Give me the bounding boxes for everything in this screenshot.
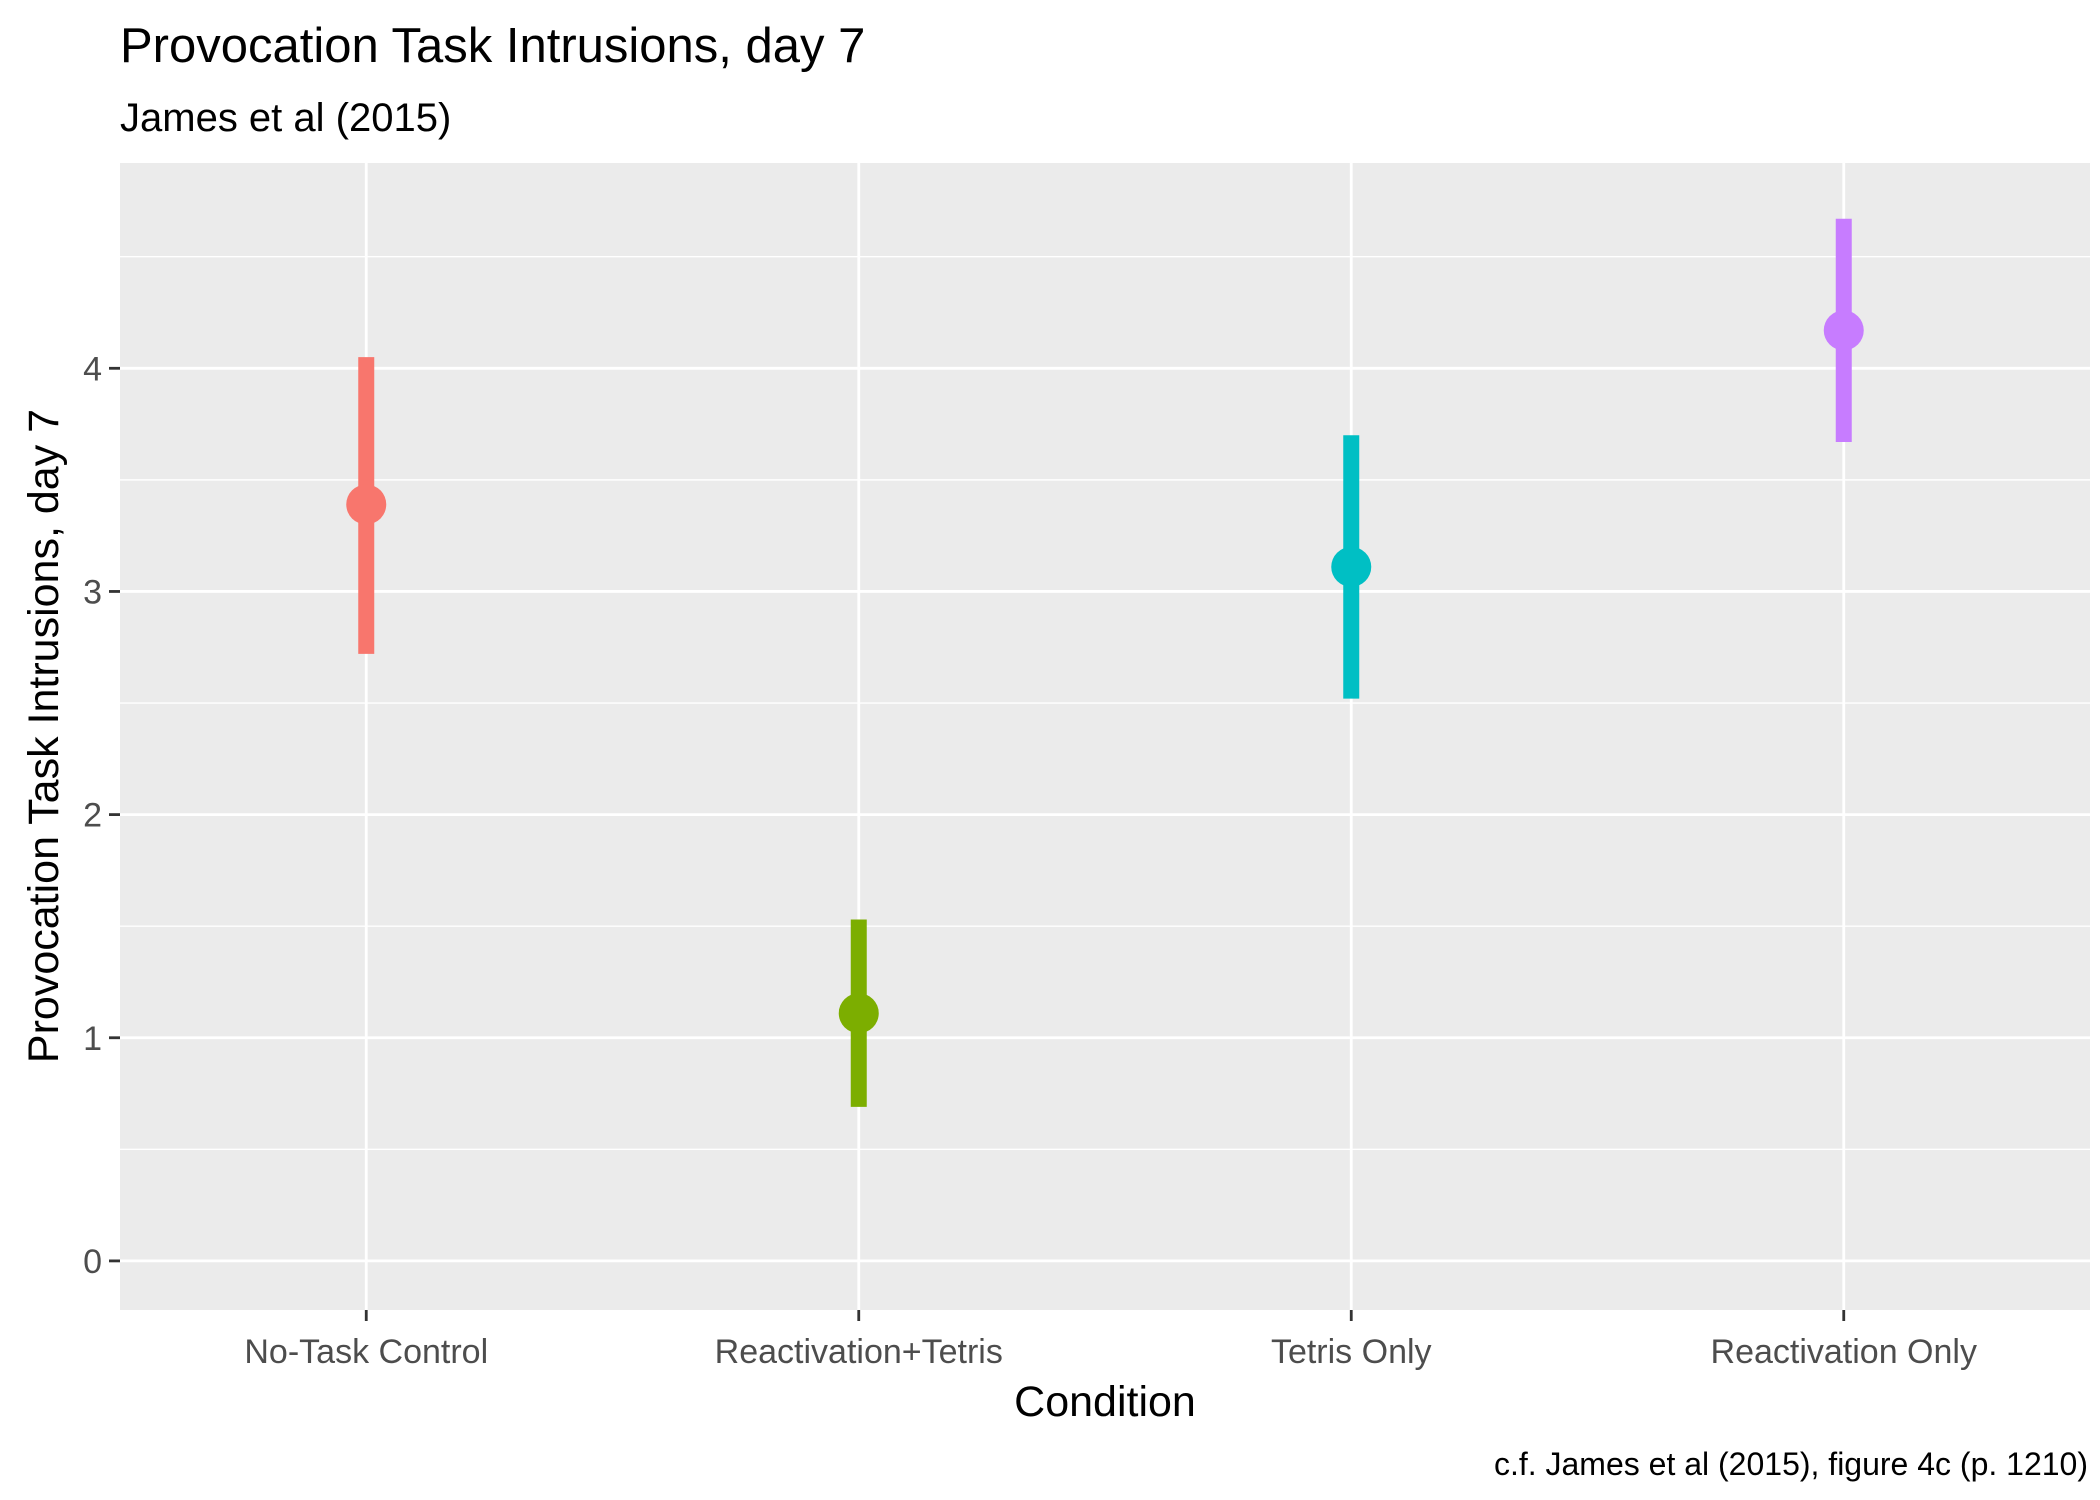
chart-title: Provocation Task Intrusions, day 7 (120, 19, 865, 73)
chart-subtitle: James et al (2015) (120, 96, 451, 140)
x-tick-label: Reactivation Only (1711, 1333, 1977, 1371)
y-axis-title: Provocation Task Intrusions, day 7 (20, 409, 68, 1063)
mean-point (838, 993, 879, 1034)
x-tick-label: No-Task Control (244, 1333, 488, 1371)
x-tick-label: Tetris Only (1271, 1333, 1432, 1371)
x-tick-label: Reactivation+Tetris (715, 1333, 1003, 1371)
mean-point (346, 484, 387, 525)
data-marks (346, 218, 1864, 1107)
x-axis: No-Task Control Reactivation+Tetris Tetris… (244, 1310, 1977, 1371)
y-tick-label: 2 (83, 797, 102, 835)
y-tick-label: 0 (83, 1243, 102, 1281)
major-gridlines (120, 163, 2090, 1310)
mean-point (1331, 546, 1372, 587)
y-tick-label: 3 (83, 573, 102, 611)
plot-panel (120, 163, 2090, 1310)
y-tick-label: 4 (83, 350, 102, 388)
chart-caption: c.f. James et al (2015), figure 4c (p. 1… (1494, 1446, 2088, 1482)
minor-gridlines (120, 256, 2090, 1151)
y-tick-label: 1 (83, 1020, 102, 1058)
y-axis: 0 1 2 3 4 (83, 350, 120, 1281)
x-axis-title: Condition (1014, 1378, 1196, 1426)
mean-point (1823, 310, 1864, 351)
